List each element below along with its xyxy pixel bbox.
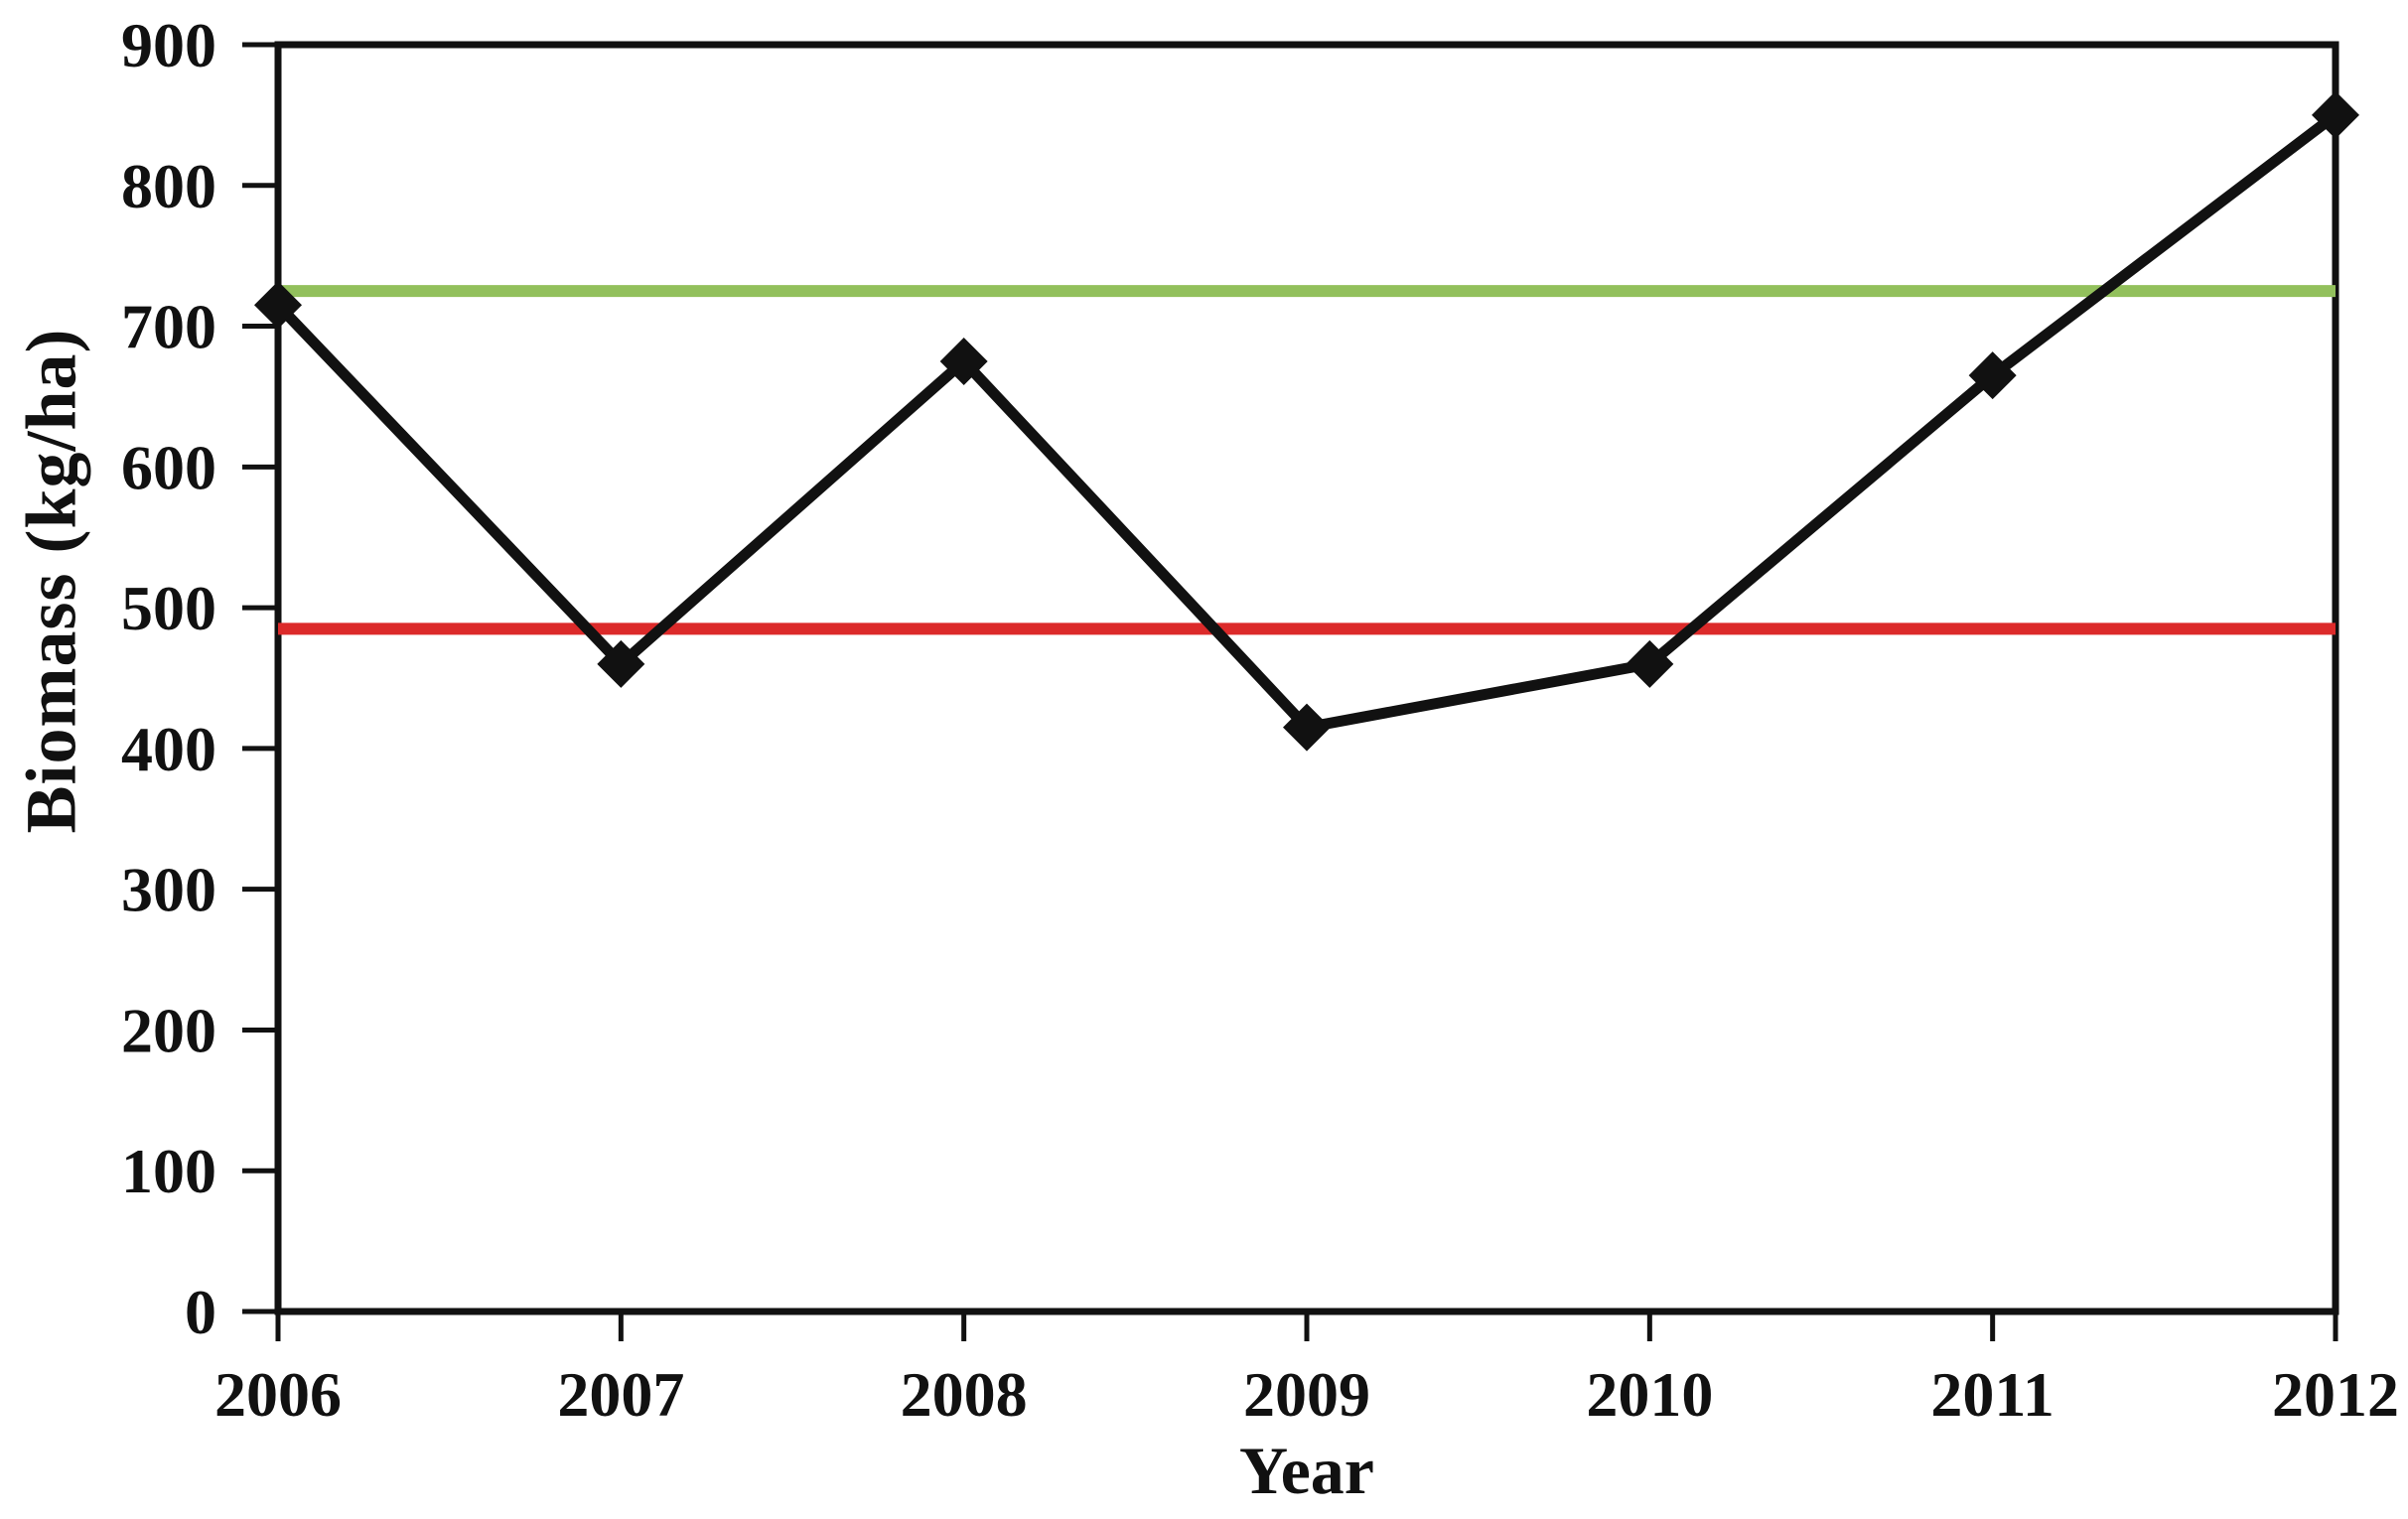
- x-tick-label: 2006: [214, 1359, 342, 1430]
- x-tick-label: 2009: [1243, 1359, 1370, 1430]
- data-point-2010: [1626, 639, 1674, 688]
- y-axis-title: Biomass (kg/ha): [11, 328, 91, 834]
- y-tick-label: 800: [121, 151, 216, 221]
- x-tick-label: 2012: [2272, 1359, 2399, 1430]
- x-tick-label: 2010: [1586, 1359, 1713, 1430]
- x-tick-label: 2011: [1930, 1359, 2054, 1430]
- data-point-2011: [1968, 351, 2017, 400]
- x-axis-title: Year: [1239, 1433, 1374, 1508]
- plot-frame: [274, 41, 2339, 1315]
- y-tick-label: 700: [121, 292, 216, 362]
- data-point-2009: [1283, 703, 1331, 752]
- y-tick-label: 100: [121, 1136, 216, 1206]
- y-tick-label: 900: [121, 10, 216, 80]
- data-point-2012: [2312, 90, 2359, 139]
- y-tick-label: 400: [121, 714, 216, 784]
- y-tick-label: 300: [121, 855, 216, 925]
- y-tick-label: 600: [121, 432, 216, 502]
- data-point-2008: [939, 338, 988, 385]
- data-point-2006: [254, 281, 302, 330]
- data-point-2007: [597, 639, 645, 688]
- y-tick-label: 0: [185, 1277, 216, 1347]
- x-tick-label: 2007: [557, 1359, 684, 1430]
- y-tick-label: 500: [121, 573, 216, 643]
- x-tick-label: 2008: [901, 1359, 1028, 1430]
- y-tick-label: 200: [121, 995, 216, 1065]
